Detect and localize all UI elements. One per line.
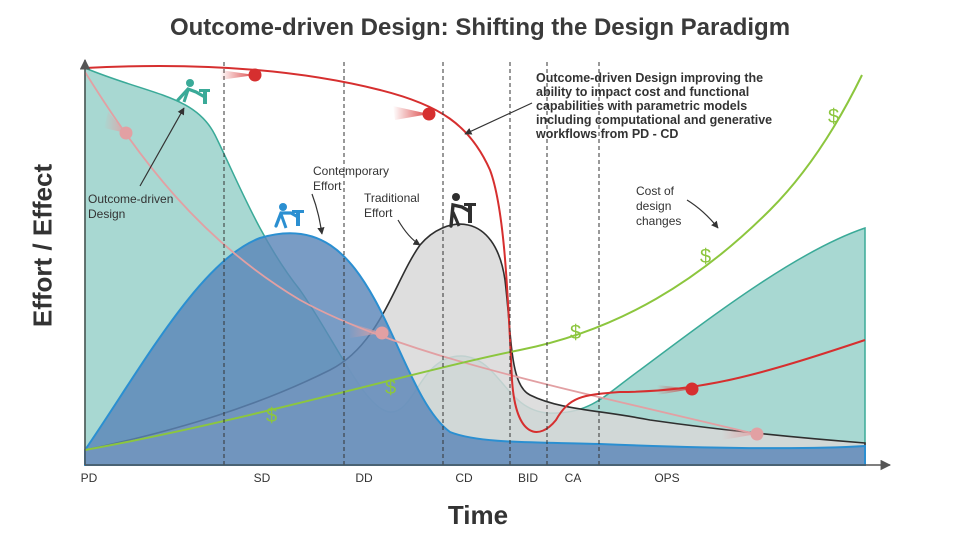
phase-label-sd: SD (253, 471, 271, 485)
chart-title: Outcome-driven Design: Shifting the Desi… (169, 14, 791, 41)
annotation-line: changes (636, 214, 682, 228)
speed-ball-icon (220, 68, 262, 82)
dollar-sign: $ (266, 405, 277, 427)
annotation-line: Effort (313, 179, 342, 193)
worker-jackhammer-teal-icon (176, 79, 210, 104)
annotation-outcome-driven: Outcome-driven Design (88, 192, 173, 222)
annotation-line: capabilities with parametric models (536, 99, 748, 113)
cost-arrow (686, 199, 719, 229)
speed-ball-icon (348, 322, 389, 340)
annotation-line: workflows from PD - CD (536, 127, 679, 141)
worker-jackhammer-dark-icon (449, 193, 476, 228)
dollar-sign: $ (570, 322, 581, 344)
y-axis-label: Effort / Effect (27, 163, 58, 328)
annotation-line: including computational and generative (536, 113, 773, 127)
dollar-sign: $ (828, 106, 839, 128)
annotation-contemporary: Contemporary Effort (313, 164, 389, 194)
phase-label-ops: OPS (654, 471, 680, 485)
annotation-traditional: Traditional Effort (364, 191, 420, 221)
phase-label-cd: CD (455, 471, 473, 485)
annotation-line: Traditional (364, 191, 420, 205)
annotation-line: Cost of (636, 184, 675, 198)
annotation-callout: Outcome-driven Design improving the abil… (536, 71, 772, 141)
callout-arrow (464, 102, 533, 135)
phase-label-bid: BID (517, 471, 539, 485)
dollar-sign: $ (385, 377, 396, 399)
ability-to-impact-line (84, 65, 866, 433)
phase-label-dd: DD (355, 471, 373, 485)
annotation-line: Outcome-driven Design improving the (536, 71, 764, 85)
x-axis-label: Time (447, 500, 509, 530)
annotation-line: Outcome-driven (88, 192, 174, 206)
annotation-cost-of-changes: Cost of design changes (636, 184, 681, 229)
annotation-line: Design (88, 207, 126, 221)
annotation-line: design (636, 199, 672, 213)
annotation-line: Effort (364, 206, 393, 220)
speed-ball-icon (104, 112, 133, 140)
contemporary-arrow (311, 193, 325, 235)
annotation-line: ability to impact cost and functional (536, 85, 750, 99)
cost-of-design-changes-line (84, 74, 863, 451)
phase-label-pd: PD (80, 471, 98, 485)
annotation-line: Contemporary (313, 164, 390, 178)
worker-jackhammer-blue-icon (274, 203, 304, 229)
dollar-sign: $ (700, 246, 711, 268)
speed-ball-icon (657, 382, 699, 396)
traditional-arrow (397, 219, 421, 246)
phase-label-ca: CA (564, 471, 582, 485)
speed-ball-icon (393, 106, 436, 121)
speed-ball-icon (722, 427, 764, 441)
outcome-driven-arrow (139, 107, 185, 187)
